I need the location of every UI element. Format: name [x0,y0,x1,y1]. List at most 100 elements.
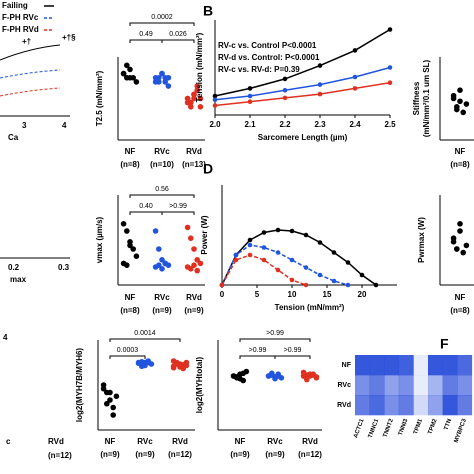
comparison-bracket [161,39,195,43]
data-point [247,93,253,99]
data-point [247,242,253,248]
comparison-bracket [109,355,146,359]
data-dot [107,397,113,403]
data-dot [184,224,191,231]
column-label: MYBPC3 [454,418,468,444]
data-point [275,267,281,273]
data-dot [184,95,191,102]
p-value: 0.0002 [151,14,173,21]
y-axis-label: log2(MYH7B/MYH6) [75,348,84,423]
cropped-text: RVd [48,437,64,446]
data-dot [139,358,145,365]
data-point [317,91,323,97]
row-label: RVc [338,382,352,389]
comparison-bracket [129,211,163,215]
data-dot [310,371,317,378]
heatmap-cell [355,375,370,396]
comparison-bracket [129,22,195,26]
heatmap-cell [398,395,414,416]
data-dot [304,376,310,383]
x-tick-label: 2.3 [314,120,326,129]
cropped-text: 4 [62,121,67,130]
x-tick-label: RVc [154,147,170,156]
heatmap-cell [413,395,429,416]
comparison-bracket [161,211,195,215]
cropped-curve [0,87,61,97]
heatmap-cell [384,355,400,376]
x-tick-label: 0 [220,290,225,299]
data-point [345,260,351,265]
n-label: (n=9) [230,450,250,459]
data-dot [120,70,127,77]
data-dot [110,412,116,418]
x-tick-label: 2.1 [244,120,256,129]
data-dot [194,87,200,93]
data-dot [457,221,463,227]
data-dot [450,235,457,241]
data-point [352,48,358,53]
y-axis-label: (mN/mm²/0.1 um SL) [422,59,431,137]
n-label: (n=12) [168,450,192,459]
data-dot [165,83,172,89]
x-tick-label: 10 [288,290,297,299]
heatmap-cell [369,375,385,396]
data-dot [113,393,120,400]
data-point [212,103,218,108]
cropped-text: Ca [8,133,19,142]
data-dot [127,74,133,81]
data-dot [183,359,190,366]
heatmap-cell [428,375,443,396]
data-dot [162,79,168,85]
n-label: (n=13) [182,160,206,169]
heatmap-cell [457,395,473,416]
column-label: TNNI3 [398,418,410,437]
cropped-text: 0.2 [8,263,20,272]
data-dot [110,404,116,411]
data-dot [152,79,159,85]
data-point [303,232,309,238]
x-tick-label: RVd [302,437,318,446]
p-value: 0.49 [139,31,153,38]
data-dot [194,257,200,263]
p-value: 0.0014 [134,330,156,337]
heatmap-cell [398,355,414,376]
n-label: (n=8) [120,160,140,169]
comparison-bracket [239,355,276,359]
n-label: (n=10) [150,160,174,169]
data-point [352,74,358,80]
heatmap-cell [355,355,370,376]
data-point [275,227,281,233]
data-dot [454,106,460,113]
annotation: RV-c vs. Control P<0.0001 [218,41,317,50]
comparison-bracket [109,338,181,342]
heatmap-cell [428,355,443,376]
data-dot [165,74,172,81]
data-point [282,88,288,93]
data-dot [269,370,275,377]
panel-label: F [440,336,449,352]
data-dot [107,389,113,396]
x-tick-label: 2.0 [209,120,221,129]
data-dot [304,372,310,378]
data-point [212,97,218,103]
data-dot [159,266,165,272]
data-point [233,257,239,263]
data-point [247,237,253,243]
data-point [261,230,267,235]
data-dot [152,228,159,234]
cropped-text: 0.3 [58,263,70,272]
data-point [345,282,351,288]
data-dot [191,246,197,252]
column-label: TPM2 [428,418,439,436]
cropped-text: 4 [3,333,8,342]
series-line [214,81,391,107]
y-axis-label: vmax (µm/s) [95,216,104,263]
data-dot [457,87,463,93]
data-dot [457,98,463,105]
heatmap-cell [369,395,385,416]
n-label: (n=9) [135,450,155,459]
legend-label: Failing [2,1,28,10]
series-line [221,229,377,286]
y-axis-label: T2.5 (mN/mm²) [95,70,104,126]
